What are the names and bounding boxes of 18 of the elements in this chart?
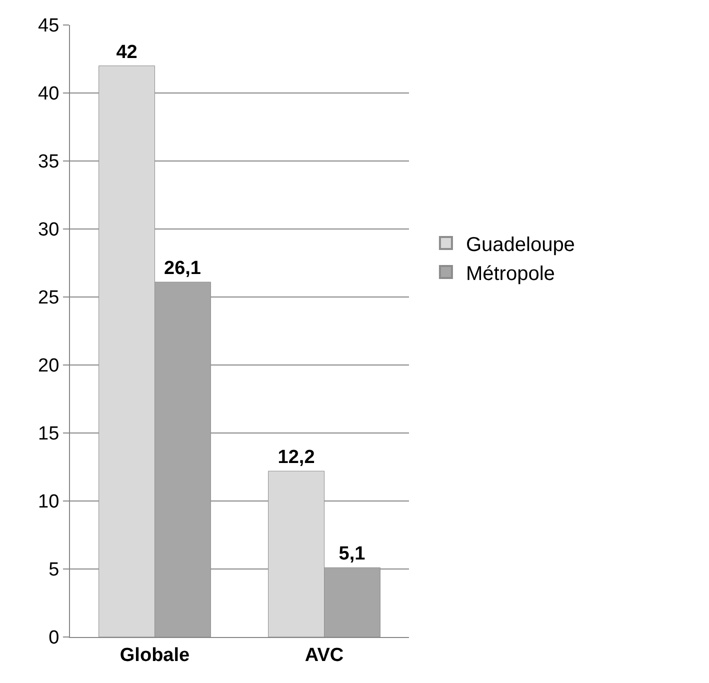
data-label: 5,1 <box>338 544 366 565</box>
data-label: 12,2 <box>278 447 315 468</box>
y-tick-label: 15 <box>38 424 60 445</box>
y-tick-label: 20 <box>38 356 60 377</box>
legend-label: Métropole <box>466 262 555 285</box>
data-label: 26,1 <box>164 258 202 280</box>
data-label: 42 <box>116 42 138 63</box>
x-tick-label: AVC <box>304 644 344 666</box>
x-tick-label: Globale <box>120 644 190 666</box>
y-tick-label: 25 <box>38 288 60 309</box>
y-tick-label: 40 <box>38 84 60 105</box>
legend-label: Guadeloupe <box>466 234 575 256</box>
y-tick-label: 5 <box>48 560 60 581</box>
y-tick-label: 0 <box>48 628 60 649</box>
y-tick-label: 35 <box>38 152 60 173</box>
y-tick-label: 45 <box>38 16 60 37</box>
y-tick-label: 10 <box>38 492 60 513</box>
y-tick-label: 30 <box>38 220 60 241</box>
